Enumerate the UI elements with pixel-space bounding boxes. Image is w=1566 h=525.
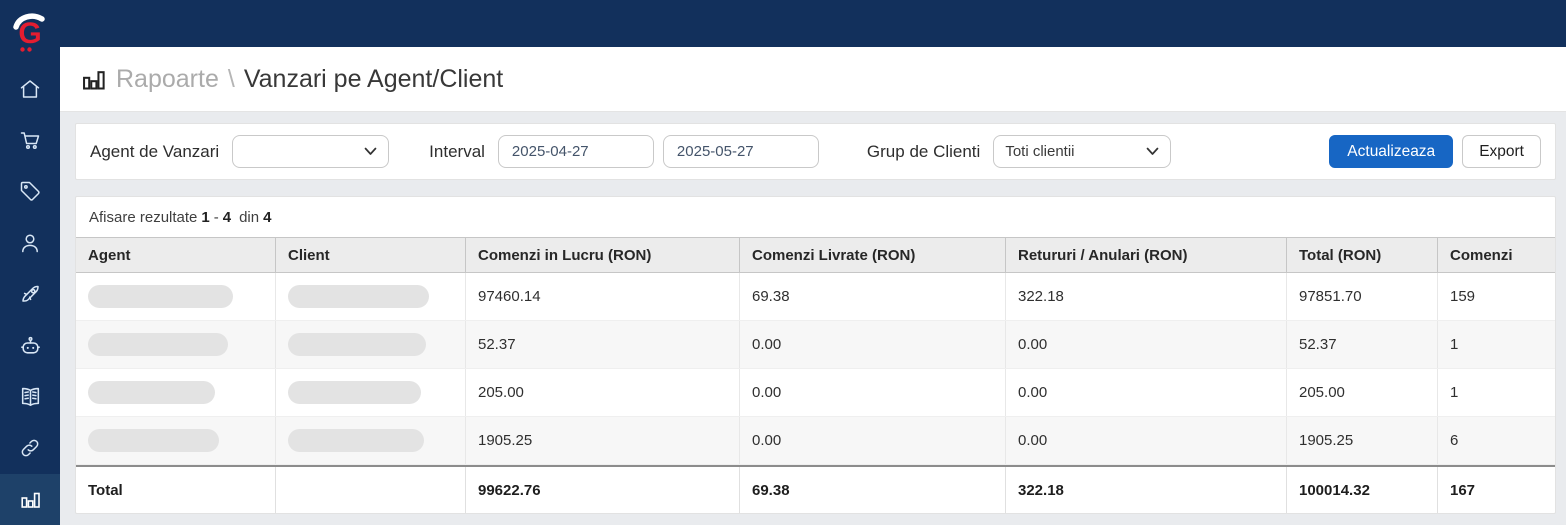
cell-total: 205.00: [1287, 369, 1438, 416]
cell-comenzi-livrate: 0.00: [740, 417, 1006, 464]
cart-icon: [20, 132, 40, 150]
cell-comenzi-in-lucru: 52.37: [466, 321, 740, 368]
table-header-row: Agent Client Comenzi in Lucru (RON) Come…: [76, 237, 1555, 273]
column-header-total: Total (RON): [1287, 238, 1438, 272]
filter-bar: Agent de Vanzari Interval Grup de Client…: [75, 123, 1556, 180]
redacted-agent-placeholder: [88, 429, 219, 452]
redacted-agent-placeholder: [88, 381, 215, 404]
breadcrumb-section[interactable]: Rapoarte: [116, 64, 219, 93]
sidebar: G: [0, 0, 60, 525]
cell-comenzi-in-lucru: 205.00: [466, 369, 740, 416]
summary-of-word: din: [239, 208, 260, 226]
sidebar-item-integrations[interactable]: [0, 422, 60, 473]
table-total-row: Total 99622.76 69.38 322.18 100014.32 16…: [76, 465, 1555, 513]
client-group-select[interactable]: Toti clientii: [993, 135, 1172, 168]
total-total: 100014.32: [1287, 467, 1438, 513]
page-header: Rapoarte \ Vanzari pe Agent/Client: [60, 47, 1566, 112]
cell-total: 97851.70: [1287, 273, 1438, 320]
main-content: Agent de Vanzari Interval Grup de Client…: [60, 112, 1566, 525]
top-bar: [60, 0, 1566, 47]
breadcrumb-separator: \: [227, 64, 235, 93]
total-comenzi: 167: [1450, 481, 1476, 499]
export-button[interactable]: Export: [1462, 135, 1541, 168]
total-comenzi-in-lucru: 99622.76: [466, 467, 740, 513]
summary-from: 1: [201, 208, 210, 226]
cell-total: 52.37: [1287, 321, 1438, 368]
cell-comenzi: 1: [1450, 336, 1459, 353]
chevron-down-icon: [364, 147, 377, 156]
svg-text:G: G: [18, 17, 41, 50]
sidebar-item-products[interactable]: [0, 166, 60, 217]
link-icon: [21, 439, 39, 457]
tag-icon: [20, 182, 40, 202]
redacted-agent-placeholder: [88, 333, 228, 356]
robot-icon: [20, 336, 40, 354]
cell-comenzi: 159: [1450, 288, 1476, 305]
sidebar-item-catalog[interactable]: [0, 371, 60, 422]
cell-comenzi-in-lucru: 1905.25: [466, 417, 740, 464]
column-header-comenzi: Comenzi: [1450, 246, 1513, 264]
table-row[interactable]: 1905.25 0.00 0.00 1905.25 6: [76, 417, 1555, 465]
home-icon: [20, 80, 40, 98]
results-panel: Afisare rezultate 1 - 4 din 4 Agent Clie…: [75, 196, 1556, 514]
table-row[interactable]: 52.37 0.00 0.00 52.37 1: [76, 321, 1555, 369]
agent-select[interactable]: [232, 135, 390, 168]
client-group-select-value: Toti clientii: [1005, 143, 1075, 160]
cell-retururi-anulari: 0.00: [1006, 321, 1287, 368]
cell-comenzi-livrate: 0.00: [740, 369, 1006, 416]
client-group-label: Grup de Clienti: [866, 141, 981, 161]
user-icon: [22, 234, 38, 252]
column-header-retururi-anulari: Retururi / Anulari (RON): [1006, 238, 1287, 272]
sidebar-item-reports[interactable]: [0, 473, 60, 525]
date-to-input[interactable]: [662, 135, 819, 168]
sidebar-item-marketing[interactable]: [0, 268, 60, 319]
total-retururi-anulari: 322.18: [1006, 467, 1287, 513]
cell-retururi-anulari: 0.00: [1006, 417, 1287, 464]
total-label: Total: [76, 467, 276, 513]
redacted-client-placeholder: [288, 285, 429, 308]
summary-to: 4: [222, 208, 232, 226]
column-header-comenzi-livrate: Comenzi Livrate (RON): [740, 238, 1006, 272]
sidebar-item-home[interactable]: [0, 63, 60, 114]
column-header-comenzi-in-lucru: Comenzi in Lucru (RON): [466, 238, 740, 272]
cell-total: 1905.25: [1287, 417, 1438, 464]
total-client-empty: [276, 467, 466, 513]
bar-chart-icon: [83, 70, 105, 90]
page-title: Vanzari pe Agent/Client: [243, 64, 504, 93]
interval-label: Interval: [429, 141, 485, 161]
table-row[interactable]: 205.00 0.00 0.00 205.00 1: [76, 369, 1555, 417]
cell-comenzi-livrate: 0.00: [740, 321, 1006, 368]
logo-g-cart-icon: G: [13, 13, 45, 52]
table-row[interactable]: 97460.14 69.38 322.18 97851.70 159: [76, 273, 1555, 321]
column-header-client: Client: [276, 238, 466, 272]
breadcrumb: [80, 66, 107, 93]
cell-comenzi-livrate: 69.38: [740, 273, 1006, 320]
chevron-down-icon: [1146, 147, 1159, 156]
cell-comenzi: 6: [1450, 432, 1459, 449]
cell-retururi-anulari: 322.18: [1006, 273, 1287, 320]
update-button[interactable]: Actualizeaza: [1329, 135, 1454, 168]
app-logo[interactable]: G: [0, 0, 60, 63]
total-comenzi-livrate: 69.38: [740, 467, 1006, 513]
summary-dash: -: [213, 208, 219, 226]
sidebar-item-clients[interactable]: [0, 217, 60, 268]
summary-prefix: Afisare rezultate: [89, 208, 198, 226]
column-header-agent: Agent: [76, 238, 276, 272]
agent-filter-label: Agent de Vanzari: [90, 141, 220, 161]
redacted-client-placeholder: [288, 333, 426, 356]
redacted-client-placeholder: [288, 429, 424, 452]
redacted-agent-placeholder: [88, 285, 233, 308]
cell-comenzi: 1: [1450, 384, 1459, 401]
redacted-client-placeholder: [288, 381, 421, 404]
sidebar-item-assistant[interactable]: [0, 320, 60, 371]
results-summary: Afisare rezultate 1 - 4 din 4: [76, 197, 1555, 237]
book-icon: [21, 387, 39, 407]
rocket-icon: [22, 285, 39, 302]
bar-chart-icon: [21, 493, 40, 509]
date-from-input[interactable]: [497, 135, 654, 168]
cell-comenzi-in-lucru: 97460.14: [466, 273, 740, 320]
sidebar-item-orders[interactable]: [0, 114, 60, 165]
summary-total: 4: [263, 208, 272, 226]
cell-retururi-anulari: 0.00: [1006, 369, 1287, 416]
